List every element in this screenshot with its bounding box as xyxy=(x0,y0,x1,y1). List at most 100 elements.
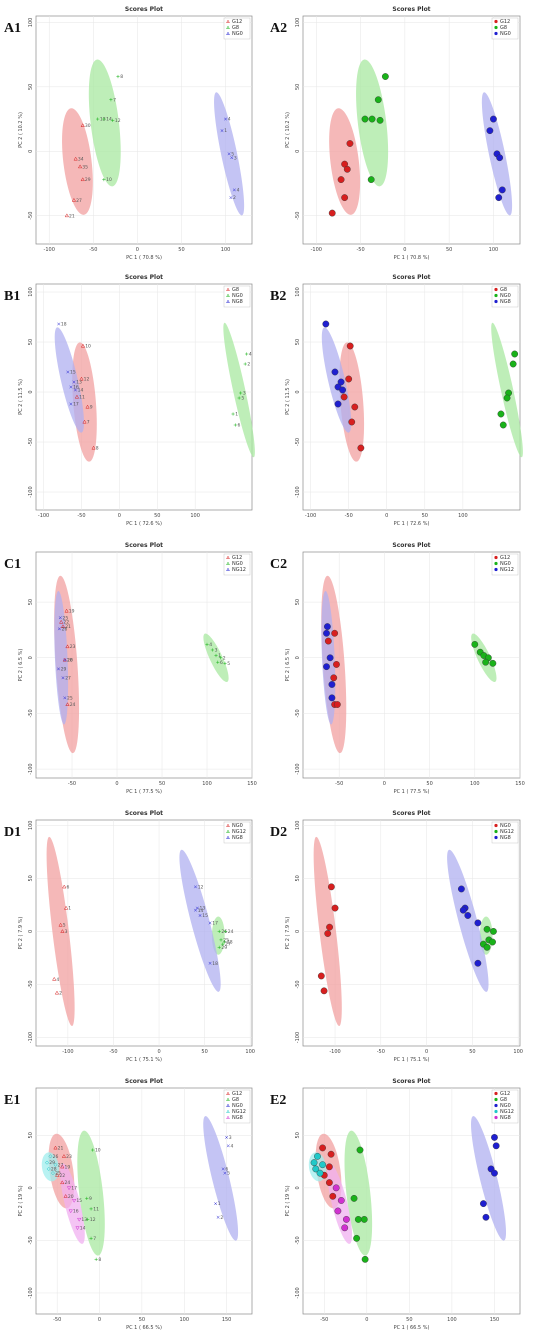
data-point-ng0 xyxy=(471,641,479,648)
data-point-ng0 xyxy=(495,194,503,202)
point-label: 6 xyxy=(225,1167,228,1173)
point-label: 11 xyxy=(79,395,85,401)
legend-marker xyxy=(494,1091,498,1096)
point-label: 34 xyxy=(78,157,84,163)
data-point-ng0 xyxy=(489,659,497,667)
data-point-g8 xyxy=(116,74,120,79)
confidence-ellipse-g8 xyxy=(77,1130,105,1256)
panel-D1: D1 Scores Plot -100 -50 0 50 100 -100 -50 0 50 100 P… xyxy=(4,810,255,1063)
data-point-g12 xyxy=(77,164,83,169)
data-point-ng0 xyxy=(221,1167,225,1171)
point-label: 27 xyxy=(225,942,231,948)
point-label: 1 xyxy=(218,653,221,659)
point-label: 8 xyxy=(120,74,123,80)
x-tick-label: -100 xyxy=(311,247,322,253)
y-tick-label: -50 xyxy=(28,212,34,220)
y-tick-label: -100 xyxy=(28,1287,34,1298)
legend-marker xyxy=(494,1115,498,1120)
point-label: 22 xyxy=(59,1173,65,1179)
y-tick-label: 0 xyxy=(28,390,34,393)
x-axis-label: PC 1 ( 70.8 %) xyxy=(126,255,162,261)
panel-label: E1 xyxy=(4,1093,20,1108)
confidence-ellipse-g12 xyxy=(62,108,93,215)
y-axis-label: PC 2 ( 10.2 %) xyxy=(18,112,24,148)
plot-frame xyxy=(302,283,521,511)
x-tick-label: 0 xyxy=(403,247,406,253)
data-point-ng8 xyxy=(322,320,330,328)
y-tick-label: -50 xyxy=(295,1236,301,1244)
data-point-g12 xyxy=(343,165,351,173)
data-point-ng8 xyxy=(208,921,212,925)
point-label: 14 xyxy=(106,117,112,123)
point-label: 5 xyxy=(241,396,244,402)
point-label: 20 xyxy=(67,658,73,664)
data-point-ng8 xyxy=(69,402,73,406)
data-point-ng0 xyxy=(331,904,339,912)
point-label: 9 xyxy=(89,1196,92,1202)
x-axis-label: PC 1 ( 77.5 %) xyxy=(126,789,162,795)
data-point-ng8 xyxy=(194,908,197,912)
confidence-ellipse-ng8 xyxy=(60,1163,85,1244)
data-point-ng8 xyxy=(459,906,467,914)
data-point-ng0 xyxy=(498,186,506,194)
data-point-g8 xyxy=(85,1196,89,1200)
data-point-g12 xyxy=(60,1164,65,1169)
data-point-ng12 xyxy=(490,928,497,935)
data-point-ng8 xyxy=(334,400,342,408)
legend-marker xyxy=(494,1109,498,1114)
data-point-ng0 xyxy=(239,391,243,395)
plot-title: Scores Plot xyxy=(392,6,430,13)
data-point-ng0 xyxy=(216,1215,220,1219)
data-point-ng12 xyxy=(217,929,221,934)
confidence-ellipse-ng0 xyxy=(223,322,255,458)
confidence-ellipse-ng8 xyxy=(321,327,352,433)
legend-entry: NG0 xyxy=(500,1103,511,1109)
y-axis-label: PC 2 ( 10.2 %) xyxy=(285,112,291,148)
x-tick-label: -50 xyxy=(68,781,76,787)
point-label: 25 xyxy=(55,1171,61,1177)
legend-marker xyxy=(494,835,498,840)
point-label: 8 xyxy=(96,446,99,452)
x-tick-label: 50 xyxy=(178,247,184,253)
point-label: 13 xyxy=(76,380,82,386)
legend-entry: NG0 xyxy=(232,823,243,829)
confidence-ellipse-ng8 xyxy=(54,327,84,433)
legend-entry: NG0 xyxy=(232,293,243,299)
point-label: 29 xyxy=(61,666,67,672)
data-point-g12 xyxy=(324,637,332,645)
data-point-ng12 xyxy=(223,929,228,934)
point-label: 4 xyxy=(209,642,212,648)
data-point-ng0 xyxy=(482,658,490,666)
data-point-g12 xyxy=(61,1154,67,1158)
confidence-ellipse-ng12 xyxy=(41,1152,60,1182)
data-point-ng8 xyxy=(339,386,346,394)
y-tick-label: 50 xyxy=(295,1132,301,1138)
legend-marker xyxy=(494,287,498,292)
point-label: 35 xyxy=(82,164,88,170)
x-tick-label: 50 xyxy=(154,513,160,519)
data-point-ng0 xyxy=(486,127,494,135)
data-point-g8 xyxy=(86,1217,90,1221)
y-axis-label: PC 2 ( 6.5 %) xyxy=(285,649,291,682)
point-label: 2 xyxy=(247,362,250,368)
legend-box xyxy=(223,553,251,576)
point-label: 4 xyxy=(228,117,231,123)
x-tick-label: -50 xyxy=(109,1049,117,1055)
point-label: 12 xyxy=(84,377,90,383)
point-label: 2 xyxy=(59,991,62,997)
point-label: 26 xyxy=(53,1154,59,1160)
data-point-g12 xyxy=(333,661,340,668)
data-point-ng8 xyxy=(66,1186,72,1191)
point-label: 7 xyxy=(113,97,116,103)
legend-marker xyxy=(494,19,498,24)
data-point-ng12 xyxy=(221,942,225,946)
y-tick-label: 100 xyxy=(28,821,34,831)
legend-box xyxy=(223,821,251,844)
legend-entry: NG8 xyxy=(232,835,243,841)
legend-entry: G8 xyxy=(232,25,239,31)
point-label: 12 xyxy=(115,118,121,124)
point-label: 5 xyxy=(231,151,234,157)
